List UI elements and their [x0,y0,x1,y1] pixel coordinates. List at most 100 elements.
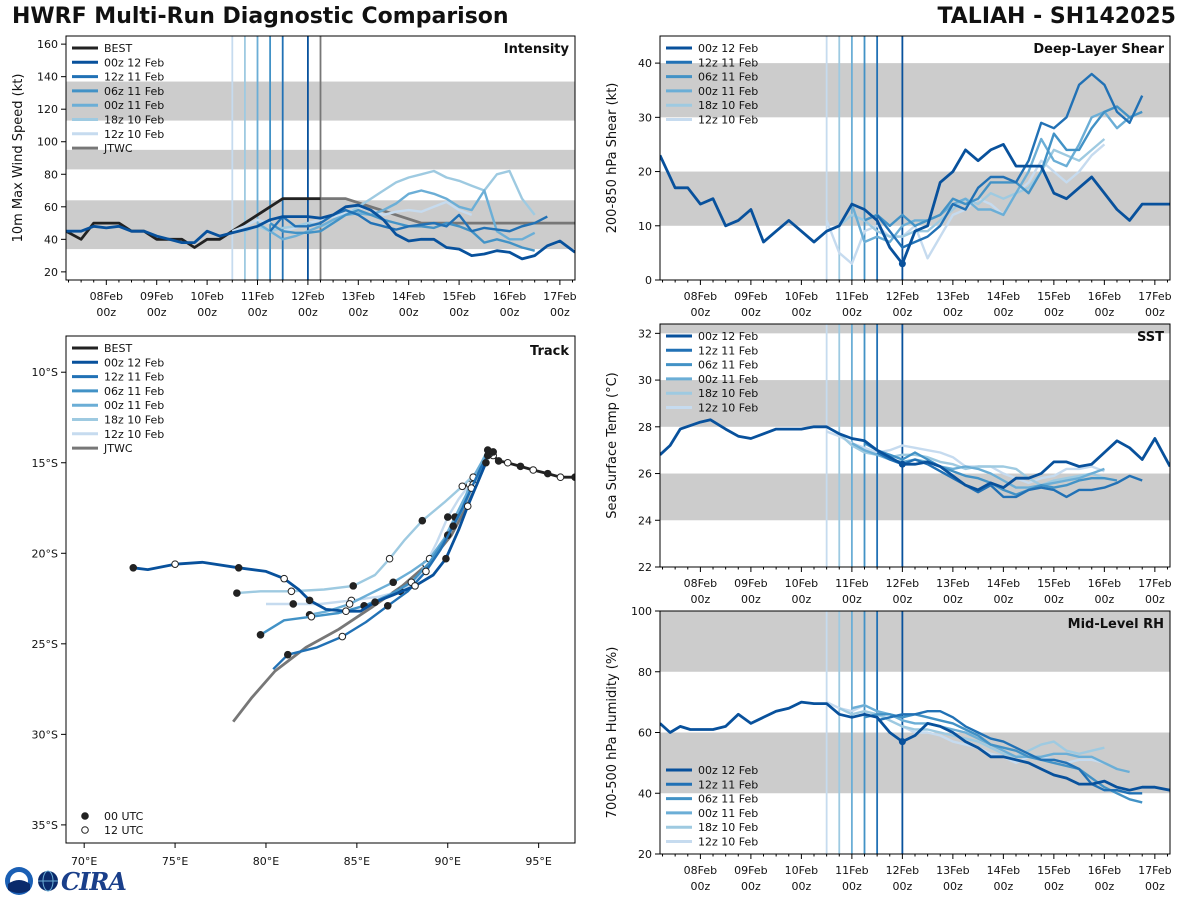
x-tick-sublabel: 00z [791,880,811,893]
x-tick-sublabel: 00z [691,593,711,606]
x-tick-label: 14Feb [987,864,1020,877]
y-tick-label: 28 [638,421,652,434]
y-tick-label: 80 [638,666,652,679]
x-tick-sublabel: 00z [943,306,963,319]
y-tick-label: 26 [638,468,652,481]
y-axis-label: Sea Surface Temp (°C) [605,372,620,519]
track-position-marker [256,630,265,639]
y-tick-label: 40 [44,233,58,246]
track-position-marker [289,600,298,608]
legend-label: JTWC [103,442,133,455]
legend-label: 18z 10 Feb [104,414,164,427]
legend-label: JTWC [103,142,133,155]
x-tick-label: 75°E [162,855,188,868]
init-marker [898,460,906,468]
x-tick-label: 12Feb [886,577,919,590]
series-line [838,707,1105,758]
y-tick-label: 30 [638,111,652,124]
y-tick-label: 10°S [32,366,58,379]
y-tick-label: 30 [638,374,652,387]
legend-label: 12z 11 Feb [698,56,758,69]
x-tick-sublabel: 00z [892,306,912,319]
x-tick-label: 15Feb [1037,864,1070,877]
track-position-marker [345,600,354,608]
series-line [660,142,1170,266]
x-tick-label: 09Feb [734,864,767,877]
track-position-marker [234,563,243,572]
x-tick-sublabel: 00z [741,593,761,606]
track-position-marker [280,574,288,583]
x-tick-label: 13Feb [936,864,969,877]
x-tick-label: 14Feb [392,290,425,303]
x-tick-sublabel: 00z [1094,880,1114,893]
x-tick-label: 13Feb [936,290,969,303]
x-tick-sublabel: 00z [993,593,1013,606]
storm-id-title: TALIAH - SH142025 [937,4,1176,29]
x-tick-label: 85°E [344,855,370,868]
marker-legend-label: 12 UTC [104,824,144,837]
track-position-marker [458,482,467,491]
panel-title: Mid-Level RH [1068,617,1164,632]
x-tick-label: 10Feb [785,577,818,590]
track-position-marker [516,462,525,471]
y-tick-label: 25°S [32,638,58,651]
track-position-marker [338,632,347,641]
x-tick-label: 95°E [525,855,551,868]
track-position-marker [389,578,398,587]
track-position-marker [482,458,490,467]
y-tick-label: 80 [44,168,58,181]
x-tick-label: 10Feb [190,290,223,303]
x-tick-sublabel: 00z [741,880,761,893]
y-tick-label: 32 [638,327,652,340]
x-tick-label: 14Feb [987,577,1020,590]
y-tick-label: 0 [645,274,652,287]
y-tick-label: 22 [638,561,652,574]
x-tick-label: 08Feb [684,290,717,303]
track-position-marker [283,650,292,659]
x-tick-sublabel: 00z [1044,593,1064,606]
y-tick-label: 20 [44,266,58,279]
x-tick-label: 13Feb [936,577,969,590]
globe-icon [38,870,58,892]
x-tick-label: 14Feb [987,290,1020,303]
x-tick-label: 11Feb [835,864,868,877]
track-position-marker [418,516,427,525]
x-tick-sublabel: 00z [791,306,811,319]
marker-legend-label: 00 UTC [104,810,144,823]
legend-label: 12z 10 Feb [104,128,164,141]
logo-text: CIRA [61,866,127,896]
rh-panel: 08Feb 00z 09Feb 00z 10Feb 00z 11Feb 00z 12Feb 00z… [605,605,1172,893]
x-tick-sublabel: 00z [348,306,368,319]
series-line [269,208,548,233]
legend-label: 06z 11 Feb [104,85,164,98]
x-tick-label: 16Feb [1088,864,1121,877]
y-tick-label: 30°S [32,728,58,741]
legend-label: 00z 11 Feb [698,373,758,386]
legend-label: 00z 12 Feb [698,764,758,777]
x-tick-label: 13Feb [342,290,375,303]
x-tick-sublabel: 00z [1145,593,1165,606]
y-tick-label: 60 [638,727,652,740]
x-tick-sublabel: 00z [1145,306,1165,319]
x-tick-sublabel: 00z [842,593,862,606]
x-tick-sublabel: 00z [298,306,318,319]
shaded-band [660,611,1170,672]
x-tick-sublabel: 00z [449,306,469,319]
series-line [876,72,1144,249]
legend-label: 18z 10 Feb [698,99,758,112]
x-tick-label: 11Feb [835,577,868,590]
legend-label: 00z 12 Feb [698,330,758,343]
x-tick-sublabel: 00z [791,593,811,606]
legend-label: 18z 10 Feb [104,114,164,127]
x-tick-label: 17Feb [1138,864,1171,877]
x-tick-sublabel: 00z [691,880,711,893]
track-position-marker [556,473,565,482]
series-line [66,197,321,249]
x-tick-sublabel: 00z [993,880,1013,893]
legend-label: 00z 12 Feb [104,56,164,69]
x-tick-sublabel: 00z [248,306,268,319]
series-line [244,169,536,233]
x-tick-label: 15Feb [1037,577,1070,590]
x-tick-label: 16Feb [1088,290,1121,303]
